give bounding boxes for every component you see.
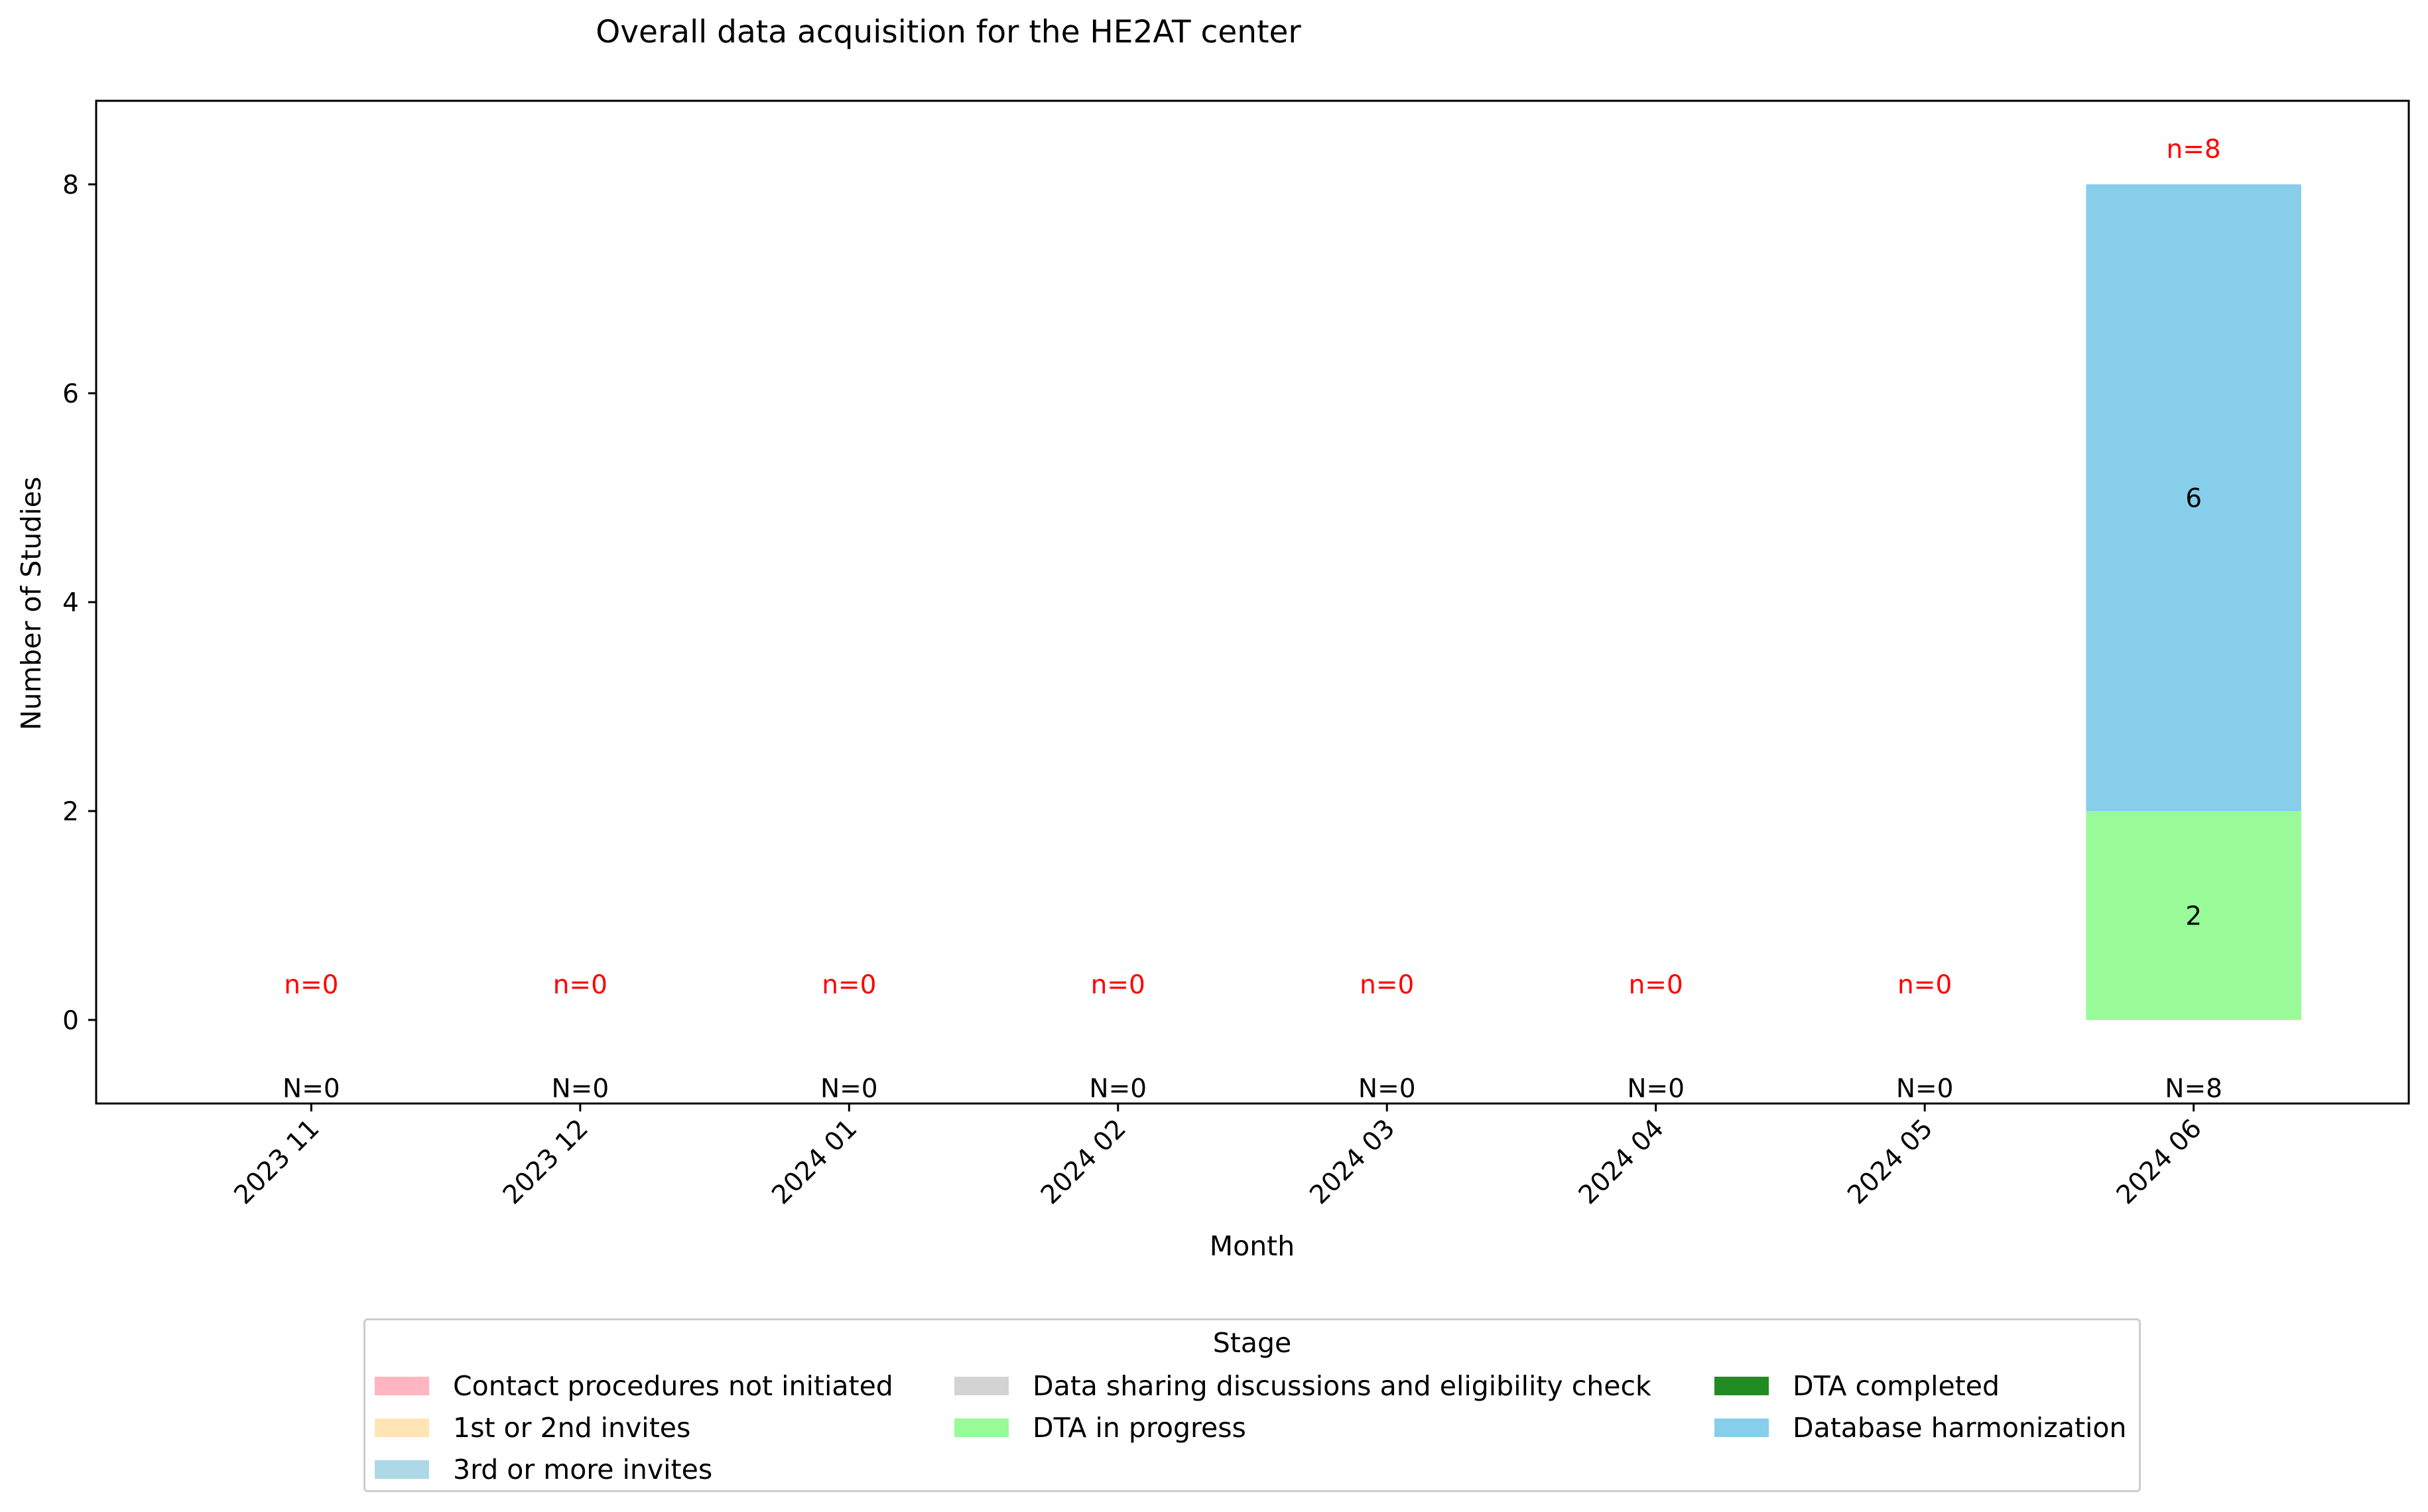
bar-count-label: N=0 [1358, 1074, 1416, 1103]
legend-swatch [1714, 1418, 1769, 1437]
legend-label: 1st or 2nd invites [453, 1412, 691, 1444]
legend-item: Contact procedures not initiated [375, 1369, 893, 1403]
bar-total-label: n=0 [553, 970, 607, 1000]
bar-count-label: N=0 [1089, 1074, 1147, 1103]
bar-total-label: n=0 [1091, 970, 1145, 1000]
y-tick-label: 2 [62, 797, 79, 827]
bar-count-label: N=0 [1896, 1074, 1954, 1103]
x-axis: 2023 11 2023 12 2024 01 2024 02 2024 03 2024 … [229, 1103, 2208, 1210]
x-tick-label: 2024 03 [1304, 1113, 1401, 1210]
x-tick-label: 2024 01 [767, 1113, 863, 1210]
legend-item: Database harmonization [1714, 1411, 2127, 1444]
y-tick-label: 8 [62, 170, 79, 200]
bar-count-label: N=0 [820, 1074, 878, 1103]
legend-item: Data sharing discussions and eligibility… [954, 1369, 1651, 1403]
y-tick-label: 6 [62, 379, 79, 409]
legend-label: Database harmonization [1793, 1412, 2127, 1444]
bar-segment-value-label: 2 [2185, 902, 2202, 932]
bar-count-label: N=8 [2165, 1074, 2222, 1103]
chart-title: Overall data acquisition for the HE2AT c… [596, 14, 1301, 50]
legend-label: DTA completed [1793, 1370, 2000, 1402]
bar-segment [2086, 184, 2301, 811]
legend-swatch [375, 1377, 429, 1395]
legend: Stage Contact procedures not initiated 1s… [363, 1318, 2141, 1492]
y-axis-label: Number of Studies [15, 477, 47, 730]
bars [2086, 184, 2301, 1020]
bar-segment [2086, 811, 2301, 1020]
y-tick-label: 4 [62, 588, 79, 618]
y-tick-label: 0 [62, 1006, 79, 1036]
legend-label: Data sharing discussions and eligibility… [1033, 1370, 1651, 1402]
x-tick-label: 2024 05 [1842, 1113, 1939, 1210]
bar-total-label: n=0 [1360, 970, 1414, 1000]
y-axis: 0 2 4 6 8 [62, 170, 96, 1036]
bar-count-label: N=0 [283, 1074, 340, 1103]
bar-total-label: n=0 [1629, 970, 1683, 1000]
bar-total-label: n=8 [2167, 135, 2221, 164]
legend-label: Contact procedures not initiated [453, 1370, 893, 1402]
x-tick-label: 2024 02 [1035, 1113, 1132, 1210]
x-tick-label: 2023 11 [229, 1113, 326, 1210]
bar-segment-value-label: 6 [2185, 484, 2202, 514]
legend-item: 1st or 2nd invites [375, 1411, 690, 1444]
legend-item: DTA in progress [954, 1411, 1246, 1444]
bar-total-label: n=0 [822, 970, 876, 1000]
legend-item: 3rd or more invites [375, 1453, 712, 1486]
x-tick-label: 2024 06 [2111, 1113, 2208, 1210]
legend-label: DTA in progress [1033, 1412, 1246, 1444]
bar-total-label: n=0 [284, 970, 338, 1000]
bar-labels: n=0 N=0 n=0 N=0 n=0 N=0 n=0 N=0 n=0 N=0 n=0 N=0 n=0 N… [283, 135, 2222, 1103]
legend-swatch [375, 1418, 429, 1437]
legend-title: Stage [1212, 1327, 1292, 1359]
legend-label: 3rd or more invites [453, 1454, 713, 1485]
legend-swatch [1714, 1377, 1769, 1395]
x-tick-label: 2023 12 [497, 1113, 594, 1210]
legend-swatch [954, 1418, 1009, 1437]
bar-total-label: n=0 [1897, 970, 1952, 1000]
legend-swatch [375, 1460, 429, 1479]
bar-count-label: N=0 [552, 1074, 609, 1103]
x-axis-label: Month [1210, 1230, 1295, 1262]
bar-count-label: N=0 [1627, 1074, 1685, 1103]
plot-area-frame [95, 99, 2410, 1105]
x-tick-label: 2024 04 [1573, 1113, 1670, 1210]
legend-item: DTA completed [1714, 1369, 2000, 1403]
legend-swatch [954, 1377, 1009, 1395]
